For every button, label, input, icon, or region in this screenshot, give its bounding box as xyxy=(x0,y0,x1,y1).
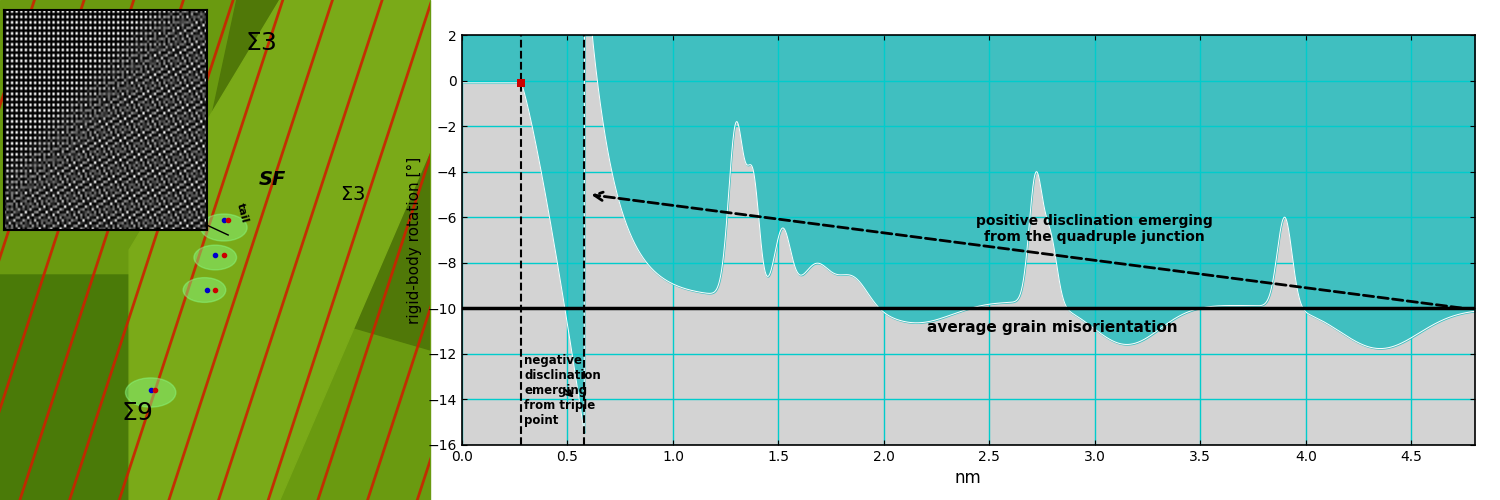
Text: positive disclination emerging
from the quadruple junction: positive disclination emerging from the … xyxy=(976,214,1214,244)
Ellipse shape xyxy=(201,214,248,241)
Ellipse shape xyxy=(194,245,237,270)
Text: tail: tail xyxy=(234,202,249,224)
Text: SF: SF xyxy=(258,170,285,189)
Text: negative
disclination
emerging
from triple
point: negative disclination emerging from trip… xyxy=(524,354,602,427)
Ellipse shape xyxy=(183,278,226,302)
Text: average grain misorientation: average grain misorientation xyxy=(927,320,1178,334)
Text: $\Sigma3$: $\Sigma3$ xyxy=(246,31,278,55)
X-axis label: nm: nm xyxy=(956,470,981,488)
Polygon shape xyxy=(0,275,216,500)
Y-axis label: rigid-body rotation [°]: rigid-body rotation [°] xyxy=(406,156,422,324)
Text: $\Sigma3$: $\Sigma3$ xyxy=(340,185,366,204)
Ellipse shape xyxy=(126,378,176,407)
Text: $\Sigma9$: $\Sigma9$ xyxy=(120,401,153,425)
Polygon shape xyxy=(129,0,430,500)
Polygon shape xyxy=(194,0,430,350)
